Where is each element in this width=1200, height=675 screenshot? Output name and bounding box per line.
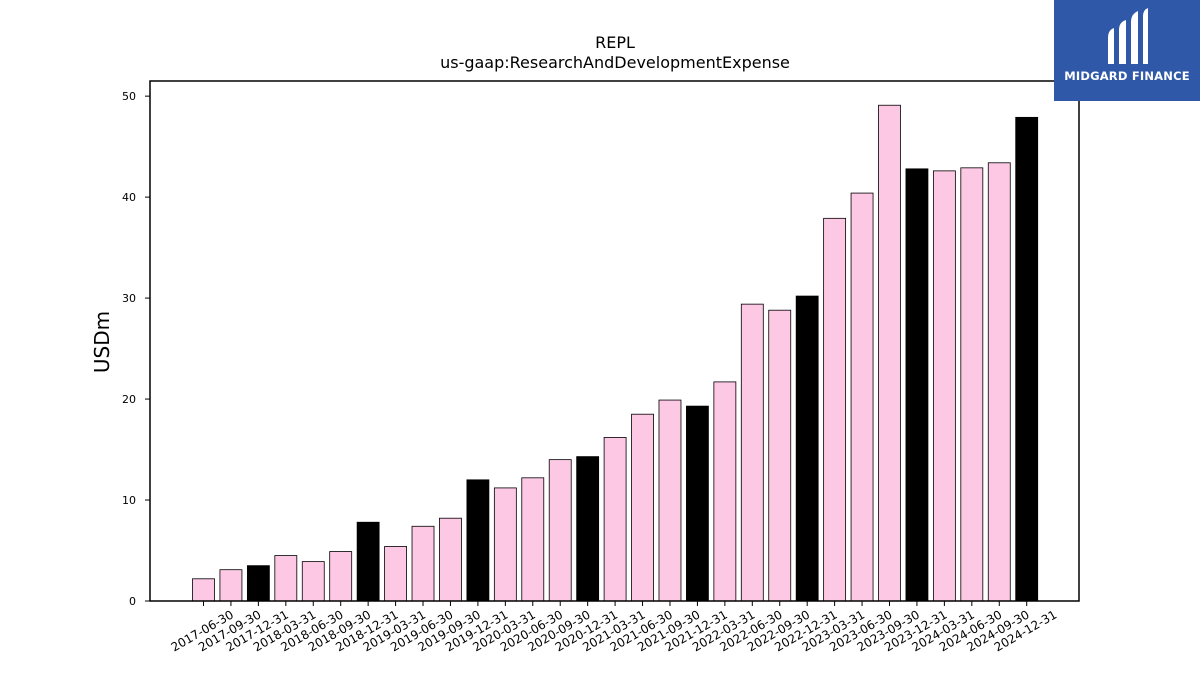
brand-name: MIDGARD FINANCE bbox=[1064, 69, 1190, 83]
bar-2024-09-30 bbox=[987, 162, 1011, 602]
bar-2018-12-31 bbox=[356, 521, 380, 602]
chart-title: REPL bbox=[595, 33, 635, 52]
bar-2023-03-31 bbox=[823, 217, 847, 602]
y-tick-label: 40 bbox=[122, 191, 136, 204]
bar-2017-12-31 bbox=[246, 565, 270, 602]
chart-subtitle: us-gaap:ResearchAndDevelopmentExpense bbox=[440, 53, 790, 72]
bar-2018-09-30 bbox=[329, 551, 353, 602]
bar-2017-06-30 bbox=[192, 578, 215, 602]
bar-2022-03-31 bbox=[713, 381, 737, 602]
bar-2020-12-31 bbox=[576, 456, 600, 602]
y-tick-label: 0 bbox=[129, 595, 136, 608]
bar-2021-09-30 bbox=[658, 399, 682, 602]
bar-2019-03-31 bbox=[384, 546, 407, 602]
bar-2022-06-30 bbox=[740, 303, 764, 602]
bar-2019-09-30 bbox=[439, 517, 462, 602]
bar-2022-12-31 bbox=[795, 295, 819, 602]
bar-2020-06-30 bbox=[521, 477, 545, 602]
bar-2023-06-30 bbox=[850, 192, 874, 602]
bar-2022-09-30 bbox=[768, 309, 792, 602]
bar-2020-03-31 bbox=[493, 487, 517, 602]
y-tick-label: 10 bbox=[122, 494, 136, 507]
bar-2023-09-30 bbox=[878, 104, 901, 602]
y-axis-label: USDm bbox=[90, 311, 114, 373]
bar-2019-06-30 bbox=[411, 525, 435, 602]
bar-2021-03-31 bbox=[603, 437, 627, 602]
y-axis: 0 10 20 30 40 50 bbox=[122, 90, 150, 608]
bars-group bbox=[192, 104, 1039, 602]
bar-2024-12-31 bbox=[1015, 116, 1039, 602]
bar-2024-06-30 bbox=[960, 167, 984, 602]
y-tick-label: 30 bbox=[122, 292, 136, 305]
bar-2020-09-30 bbox=[548, 459, 572, 602]
bar-2021-12-31 bbox=[686, 405, 709, 602]
bar-2021-06-30 bbox=[631, 413, 654, 602]
y-tick-label: 50 bbox=[122, 90, 136, 103]
logo-mark-icon bbox=[1108, 8, 1148, 64]
brand-logo: MIDGARD FINANCE bbox=[1054, 0, 1200, 101]
plot-frame bbox=[149, 80, 1080, 602]
bar-2019-12-31 bbox=[466, 479, 490, 602]
bar-2018-03-31 bbox=[274, 555, 298, 602]
bar-2023-12-31 bbox=[905, 168, 929, 602]
x-axis: 2017-06-302017-09-302017-12-312018-03-31… bbox=[169, 601, 1059, 654]
bar-2024-03-31 bbox=[932, 170, 956, 602]
bar-2017-09-30 bbox=[219, 569, 243, 602]
bar-2018-06-30 bbox=[301, 561, 325, 602]
y-tick-label: 20 bbox=[122, 393, 136, 406]
